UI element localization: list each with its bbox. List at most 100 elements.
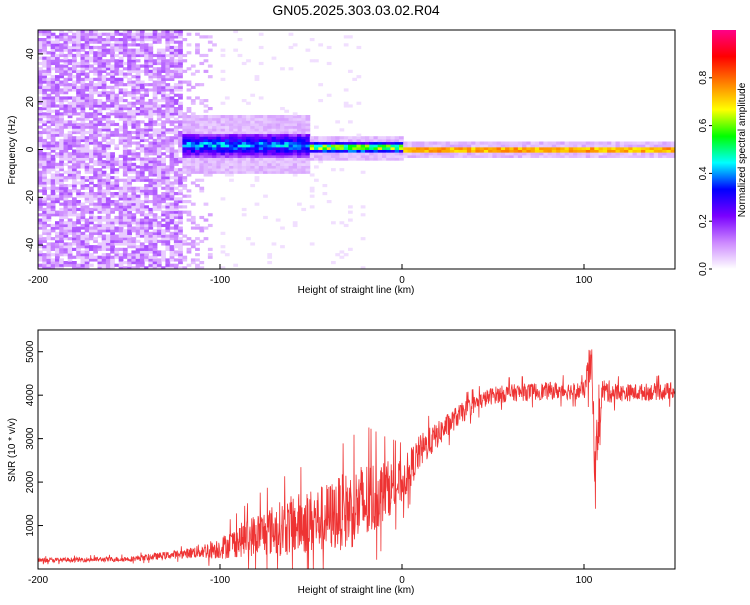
spectrogram-cell xyxy=(280,170,285,174)
spectrogram-cell xyxy=(280,149,285,153)
spectrogram-cell xyxy=(288,170,294,174)
spectrogram-cell xyxy=(212,138,217,143)
spectrogram-cell xyxy=(110,69,115,73)
spectrogram-cell xyxy=(173,69,179,73)
spectrogram-cell xyxy=(207,146,213,150)
spectrogram-cell xyxy=(114,130,120,135)
spectrogram-cell xyxy=(89,229,94,233)
spectrogram-cell xyxy=(517,149,523,153)
spectrogram-cell xyxy=(156,115,162,119)
spectrogram-cell xyxy=(122,91,128,95)
spectrogram-cell xyxy=(241,157,247,161)
spectrogram-cell xyxy=(148,75,154,79)
spectrogram-cell xyxy=(80,160,86,164)
spectrogram-cell xyxy=(156,178,162,182)
spectrogram-cell xyxy=(38,30,43,34)
spectrogram-cell xyxy=(305,115,311,119)
spectrogram-cell xyxy=(343,136,349,140)
spectrogram-cell xyxy=(373,149,379,153)
spectrogram-cell xyxy=(615,146,621,150)
spectrogram-cell xyxy=(475,152,481,156)
spectrogram-cell xyxy=(165,107,171,111)
spectrogram-cell xyxy=(144,245,149,249)
spectrogram-cell xyxy=(42,247,47,251)
spectrogram-cell xyxy=(46,85,52,89)
spectrogram-cell xyxy=(139,165,145,169)
spectrogram-cell xyxy=(233,130,239,135)
spectrogram-cell xyxy=(309,152,315,156)
spectrogram-cell xyxy=(144,53,149,58)
spectrogram-cell xyxy=(42,69,47,73)
spectrogram-cell xyxy=(331,154,336,158)
spectrogram-cell xyxy=(76,231,81,235)
spectrogram-cell xyxy=(105,136,111,140)
spectrogram-cell xyxy=(161,48,166,52)
spectrogram-cell xyxy=(101,104,107,108)
spectrogram-cell xyxy=(50,128,56,132)
spectrogram-cell xyxy=(46,88,52,92)
spectrogram-cell xyxy=(55,35,60,39)
spectrogram-cell xyxy=(97,170,103,174)
spectrogram-cell xyxy=(135,122,141,127)
spectrogram-cell xyxy=(229,128,234,132)
spectrogram-cell xyxy=(97,83,103,87)
spectrogram-cell xyxy=(241,117,247,121)
spectrogram-cell xyxy=(38,200,43,204)
spectrogram-cell xyxy=(127,239,132,243)
spectrogram-cell xyxy=(80,53,86,58)
spectrogram-cell xyxy=(156,88,162,92)
spectrogram-cell xyxy=(139,101,145,105)
spectrogram-cell xyxy=(182,149,188,153)
spectrogram-cell xyxy=(101,266,107,270)
spectrogram-cell xyxy=(135,207,141,212)
spectrogram-cell xyxy=(93,88,98,92)
spectrogram-cell xyxy=(152,120,158,124)
spectrogram-cell xyxy=(114,109,120,113)
spectrogram-cell xyxy=(348,154,353,158)
spectrogram-cell xyxy=(250,133,256,137)
spectrogram-cell xyxy=(547,146,553,150)
spectrogram-cell xyxy=(156,197,162,201)
spectrogram-cell xyxy=(229,168,234,172)
spectrogram-cell xyxy=(169,101,175,105)
spectrogram-cell xyxy=(46,152,52,156)
spectrogram-cell xyxy=(131,109,137,113)
spectrogram-cell xyxy=(101,247,107,251)
colorbar-ticks: 0.00.20.40.60.8 xyxy=(698,70,712,276)
spectrogram-cell xyxy=(97,122,103,127)
spectrogram-cell xyxy=(122,146,128,150)
spectrogram-cell xyxy=(80,35,86,39)
spectrogram-cell xyxy=(530,154,536,158)
spectrogram-cell xyxy=(131,197,137,201)
spectrogram-cell xyxy=(93,85,98,89)
spectrogram-cell xyxy=(46,35,52,39)
spectrogram-cell xyxy=(89,120,94,124)
spectrogram-cell xyxy=(195,258,200,262)
spectrogram-cell xyxy=(148,59,154,63)
spectrogram-cell xyxy=(190,261,196,265)
spectrogram-cell xyxy=(101,189,107,193)
spectrogram-cell xyxy=(42,189,47,193)
spectrogram-cell xyxy=(72,96,77,100)
spectrogram-cell xyxy=(93,138,98,143)
spectrogram-cell xyxy=(148,207,154,212)
spectrogram-cell xyxy=(288,122,294,127)
spectrogram-cell xyxy=(84,53,90,58)
spectrogram-cell xyxy=(59,130,64,135)
spectrogram-cell xyxy=(72,130,77,135)
spectrogram-cell xyxy=(114,53,120,58)
spectrogram-cell xyxy=(195,141,200,145)
spectrogram-cell xyxy=(72,56,77,60)
spectrogram-cell xyxy=(182,184,188,188)
spectrogram-cell xyxy=(84,77,90,81)
spectrogram-cell xyxy=(539,146,544,150)
spectrogram-cell xyxy=(110,250,115,254)
spectrogram-cell xyxy=(50,138,56,143)
spectrogram-cell xyxy=(139,266,145,270)
spectrogram-cell xyxy=(105,239,111,243)
spectrogram-cell xyxy=(382,136,387,140)
spectrogram-cell xyxy=(309,242,315,246)
spectrogram-cell xyxy=(178,149,183,153)
spectrogram-cell xyxy=(607,144,612,148)
spectrogram-cell xyxy=(203,128,209,132)
